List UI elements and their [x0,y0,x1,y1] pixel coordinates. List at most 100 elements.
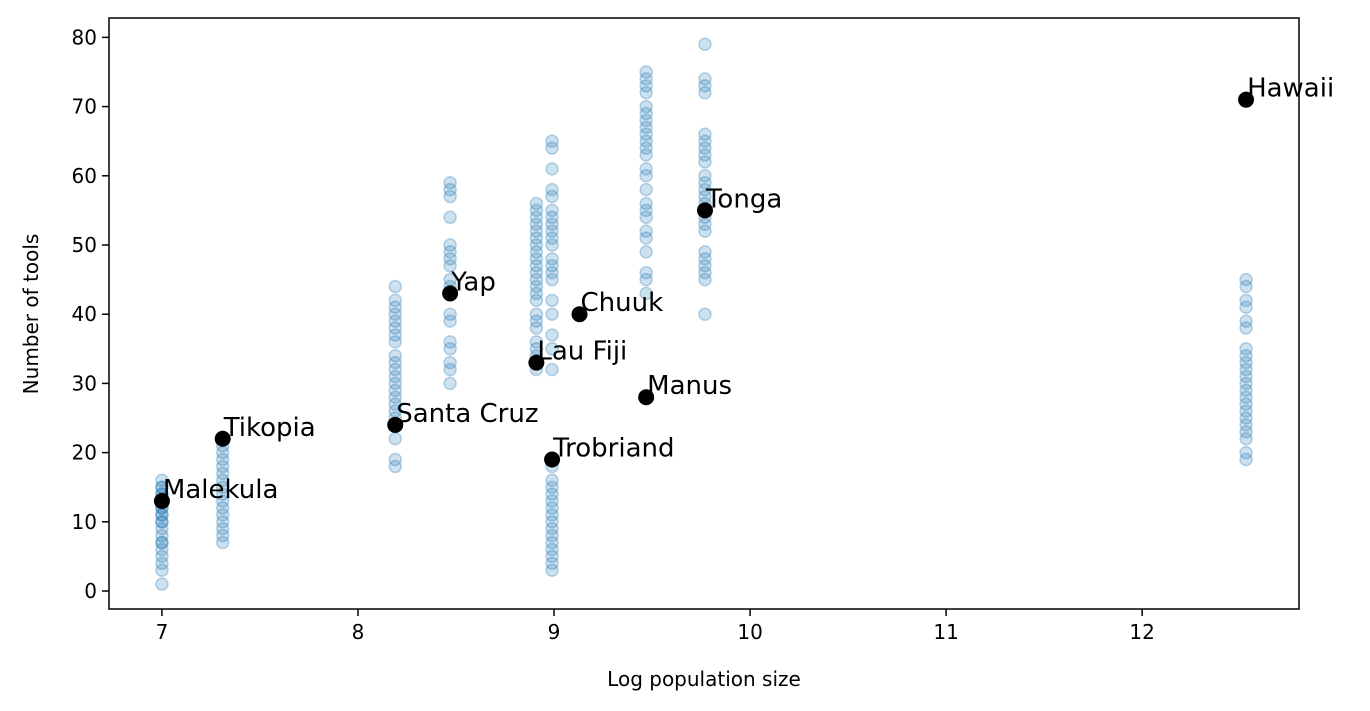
sample-point-6-10 [545,231,559,245]
sample-point-4-17 [529,231,544,245]
sample-point-7-17 [639,113,653,128]
sample-point-2-18 [388,307,402,321]
sample-point-1-10 [215,466,230,481]
sample-point-3-10 [443,258,457,273]
sample-point-7-15 [639,127,653,142]
sample-point-7-7 [639,203,653,218]
sample-point-6-3 [545,307,559,321]
sample-point-4-15 [529,245,544,259]
x-axis-label: Log population size [607,667,801,691]
x-axis-ticks: 7 8 9 10 11 12 [156,609,1155,644]
observed-point-lau-fiji [528,354,545,371]
sample-point-1-12 [215,452,230,467]
sample-point-8-17 [698,141,712,155]
point-labels-layer: Malekula Tikopia Santa Cruz Yap Lau Fiji Trob… [163,74,1334,505]
sample-point-2-6 [388,397,402,411]
sample-point-4-11 [529,272,544,287]
sample-point-9-12 [1239,362,1253,377]
sample-point-0-7 [155,528,169,543]
observed-point-hawaii [1238,91,1255,108]
sample-point-9-2 [1239,432,1253,446]
sample-point-8-23 [698,37,712,52]
sample-point-2-0 [388,459,402,474]
sample-point-6-15 [545,189,559,204]
sample-point-8-12 [698,182,712,197]
observed-point-tikopia [214,430,231,447]
sample-point-9-13 [1239,355,1253,370]
sample-point-5-9 [545,501,559,515]
sample-point-0-3 [155,549,169,564]
sample-point-7-9 [639,182,653,197]
sample-point-4-22 [529,196,544,211]
sample-point-7-21 [639,79,653,93]
sample-point-6-14 [545,203,559,218]
observed-point-tonga [696,202,713,219]
sample-point-7-0 [639,286,653,301]
sample-point-9-17 [1239,314,1253,328]
sample-point-9-16 [1239,321,1253,335]
sample-point-1-1 [215,528,230,543]
sample-point-2-13 [388,348,402,363]
observed-point-chuuk [571,306,588,323]
point-label-lau-fiji: Lau Fiji [537,337,627,367]
sample-point-7-3 [639,245,653,259]
sample-point-0-1 [155,563,169,577]
sample-point-2-11 [388,362,402,377]
observed-point-malekula [153,493,170,510]
sample-point-2-7 [388,390,402,404]
point-label-tonga: Tonga [705,184,782,214]
point-label-manus: Manus [647,371,732,401]
x-tick-label-9: 9 [548,620,561,644]
sample-point-6-8 [545,252,559,266]
sample-point-6-16 [545,182,559,197]
y-tick-label-30: 30 [72,371,97,395]
sample-point-2-10 [388,369,402,384]
sample-point-0-21 [155,473,169,488]
sample-point-3-17 [443,175,457,190]
sample-point-0-8 [155,521,169,536]
sample-point-3-1 [443,362,457,377]
sample-point-2-16 [388,321,402,335]
sample-point-4-21 [529,203,544,218]
sample-point-0-6 [155,535,169,550]
point-label-yap: Yap [450,267,496,297]
sample-point-2-9 [388,376,402,391]
sample-point-5-3 [545,542,559,557]
sample-point-5-7 [545,515,559,529]
sample-point-6-5 [545,272,559,287]
y-tick-label-20: 20 [72,441,97,465]
sample-point-6-6 [545,265,559,280]
sample-point-1-6 [215,494,230,508]
sample-point-7-6 [639,210,653,225]
sample-point-2-20 [388,293,402,308]
sample-point-3-5 [443,314,457,328]
sample-point-9-21 [1239,272,1253,287]
sample-point-0-10 [155,515,169,529]
sample-point-8-3 [698,258,712,273]
sample-point-7-18 [639,106,653,121]
sample-point-4-12 [529,265,544,280]
y-tick-label-10: 10 [72,510,97,534]
sample-point-6-17 [545,162,559,176]
sample-point-7-1 [639,272,653,287]
posterior-samples-layer [155,37,1253,591]
sample-point-3-2 [443,355,457,370]
sample-point-4-19 [529,217,544,231]
observed-points-layer [153,91,1255,510]
y-tick-label-80: 80 [72,25,97,49]
sample-point-9-18 [1239,300,1253,315]
sample-point-5-0 [545,563,559,577]
sample-point-6-0 [545,362,559,377]
sample-point-7-11 [639,162,653,176]
sample-point-5-12 [545,480,559,494]
sample-point-6-12 [545,217,559,231]
sample-point-0-5 [155,535,169,550]
sample-point-8-19 [698,127,712,142]
sample-point-4-6 [529,314,544,328]
point-label-chuuk: Chuuk [581,288,664,318]
sample-point-7-20 [639,85,653,100]
sample-point-9-4 [1239,418,1253,432]
point-label-malekula: Malekula [163,475,278,505]
sample-point-0-2 [155,556,169,571]
observed-point-yap [442,285,459,302]
